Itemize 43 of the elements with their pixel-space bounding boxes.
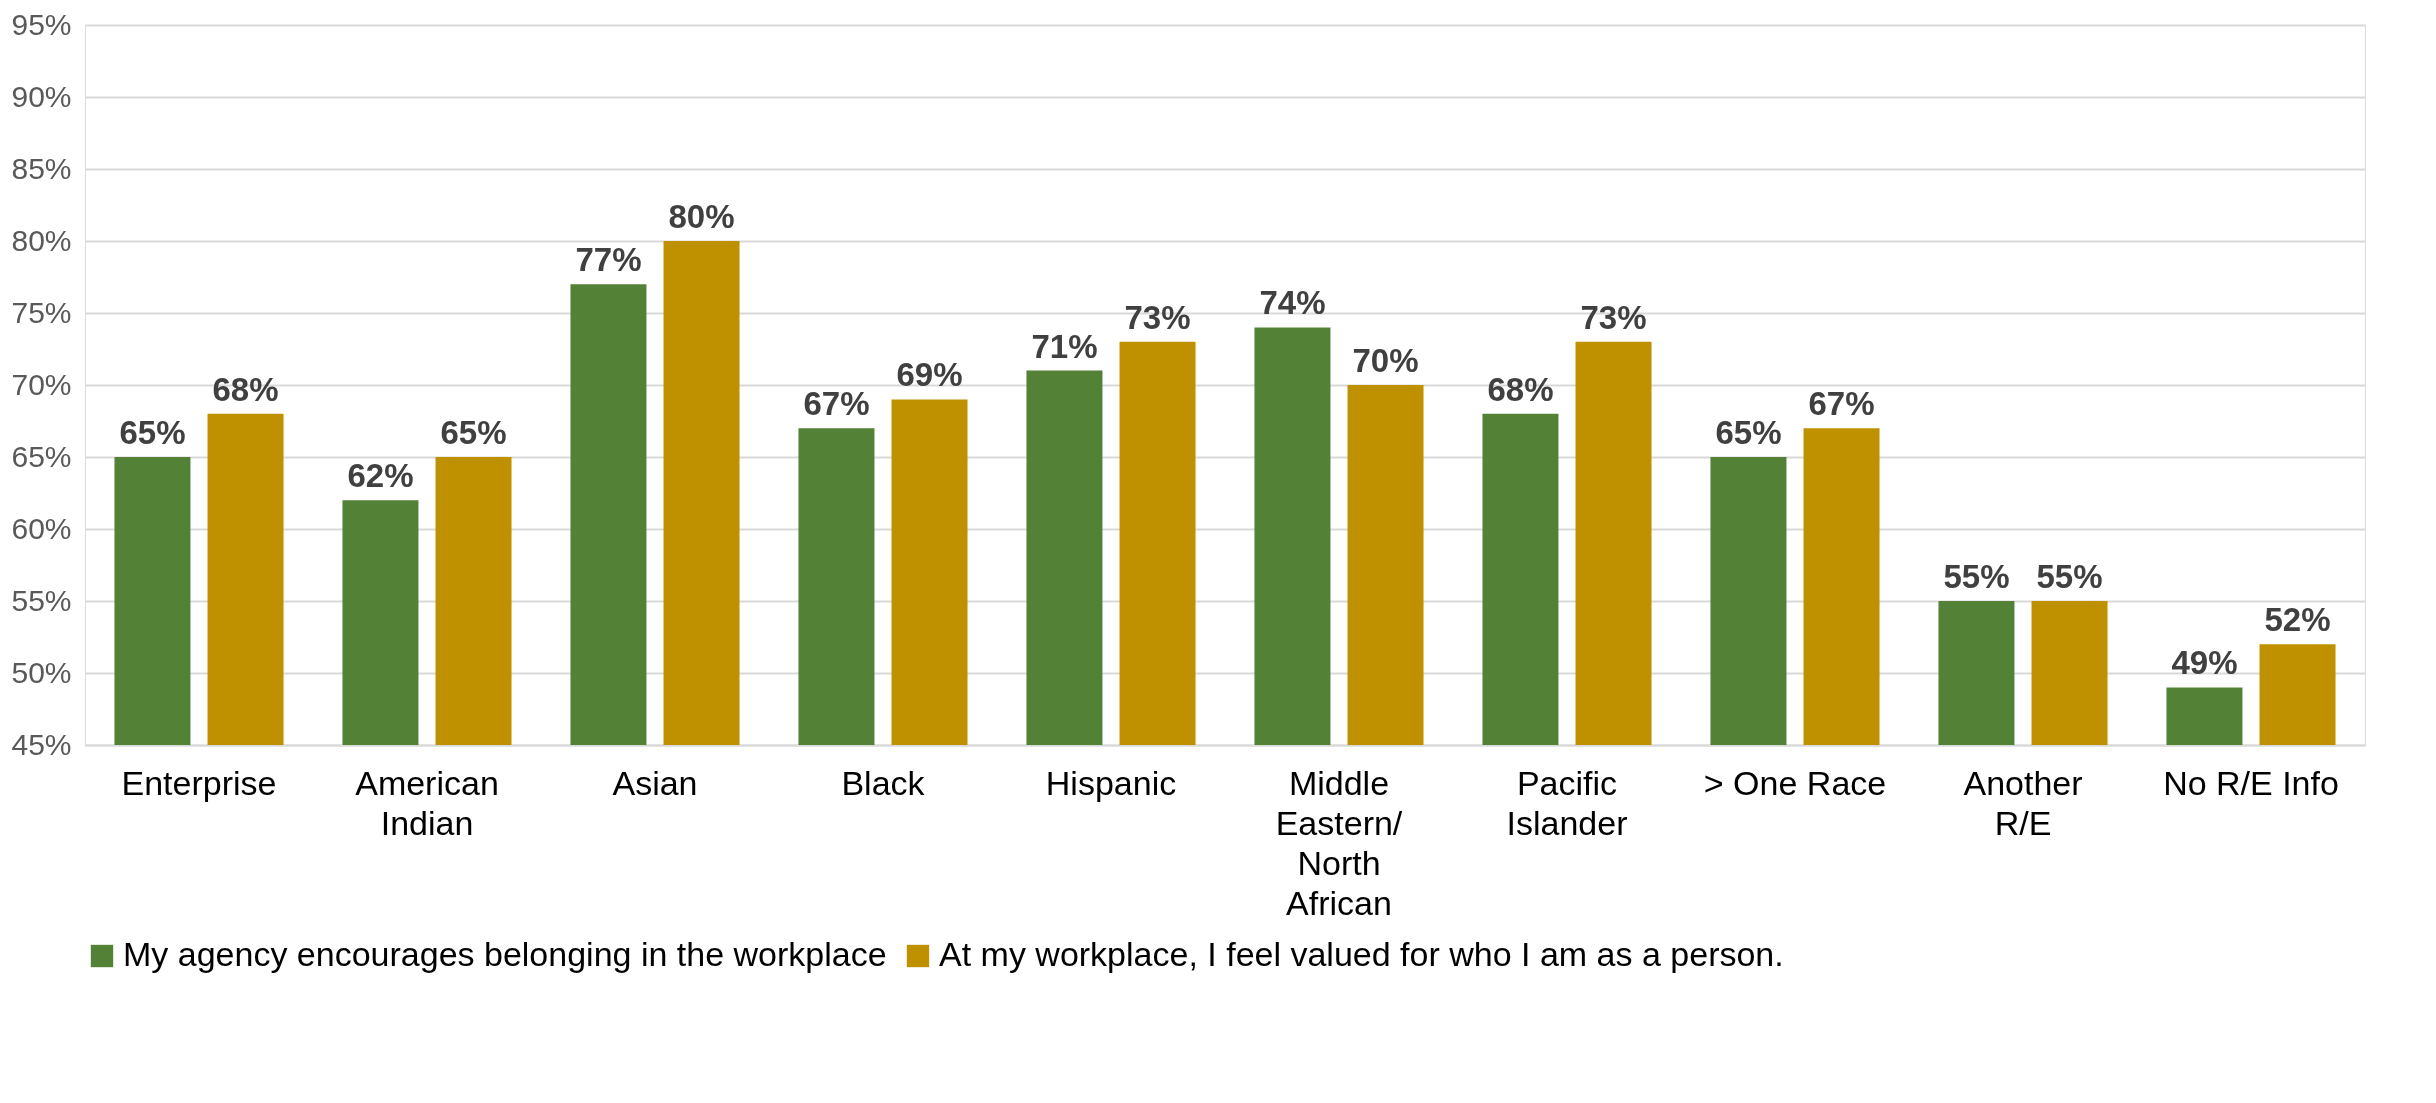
data-label: 49% — [2171, 644, 2238, 682]
x-tick-label: American Indian — [355, 763, 499, 842]
data-label: 71% — [1031, 327, 1098, 365]
legend-label: At my workplace, I feel valued for who I am as a person. — [939, 935, 1784, 973]
data-label: 55% — [2036, 558, 2103, 595]
data-label: 65% — [119, 414, 186, 451]
y-tick-label: 80% — [11, 223, 72, 257]
data-label: 52% — [2264, 601, 2331, 639]
x-tick-label: Middle Eastern/ North African — [1275, 763, 1403, 922]
data-label: 77% — [575, 241, 642, 279]
x-tick-label: Pacific Islander — [1506, 763, 1628, 842]
y-tick-label: 60% — [11, 511, 72, 545]
y-tick-label: 55% — [11, 583, 72, 617]
x-tick-label: Enterprise — [121, 763, 277, 802]
x-tick-label: > One Race — [1703, 763, 1887, 802]
data-label: 70% — [1352, 342, 1419, 379]
x-tick-label: Hispanic — [1045, 763, 1177, 802]
data-label: 68% — [1487, 370, 1554, 408]
y-tick-label: 85% — [11, 151, 72, 185]
data-label: 69% — [896, 356, 963, 394]
data-label: 68% — [212, 370, 279, 408]
data-label: 65% — [440, 414, 507, 451]
x-tick-label: No R/E Info — [2163, 763, 2339, 802]
y-tick-label: 75% — [11, 295, 72, 329]
y-tick-label: 65% — [11, 439, 72, 473]
x-tick-label: Another R/E — [1963, 763, 2083, 842]
data-label: 74% — [1259, 284, 1326, 322]
y-tick-label: 95% — [11, 7, 72, 41]
y-tick-label: 70% — [11, 367, 72, 401]
data-label: 65% — [1715, 414, 1782, 451]
data-label: 73% — [1580, 298, 1647, 336]
y-tick-label: 50% — [11, 655, 72, 689]
x-tick-label: Asian — [612, 763, 698, 802]
data-label: 67% — [803, 385, 870, 423]
data-label: 67% — [1808, 385, 1875, 423]
data-label: 73% — [1124, 298, 1191, 336]
data-label: 55% — [1943, 558, 2010, 595]
data-label: 80% — [668, 198, 735, 235]
y-tick-label: 90% — [11, 79, 72, 113]
y-tick-label: 45% — [11, 727, 72, 761]
x-tick-label: Black — [841, 763, 926, 802]
data-label: 62% — [347, 457, 414, 495]
legend-label: My agency encourages belonging in the workplace — [123, 935, 887, 973]
